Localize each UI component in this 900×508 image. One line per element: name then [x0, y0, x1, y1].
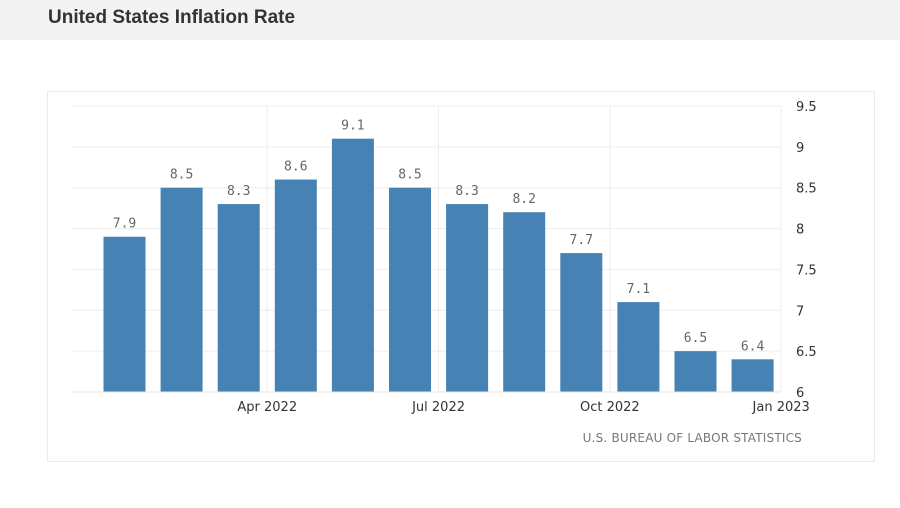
- y-tick-label: 7.5: [796, 263, 817, 278]
- x-tick-label: Apr 2022: [237, 400, 297, 415]
- bar-aug-2022[interactable]: [503, 212, 546, 392]
- bar-may-2022[interactable]: [331, 138, 374, 392]
- data-label: 8.2: [512, 192, 535, 207]
- y-tick-label: 8.5: [796, 182, 817, 197]
- y-tick-label: 9: [796, 141, 804, 156]
- data-label: 8.3: [227, 184, 250, 199]
- bar-feb-2022[interactable]: [160, 187, 203, 392]
- x-tick-label: Jul 2022: [411, 400, 465, 415]
- bar-nov-2022[interactable]: [674, 351, 717, 392]
- data-label: 7.7: [570, 233, 593, 248]
- data-label: 6.4: [741, 339, 765, 354]
- chart-source[interactable]: U.S. BUREAU OF LABOR STATISTICS: [582, 431, 802, 445]
- y-tick-label: 9.5: [796, 100, 817, 115]
- bar-jul-2022[interactable]: [446, 204, 489, 392]
- data-label: 8.5: [398, 168, 421, 183]
- y-tick-label: 6: [796, 386, 804, 401]
- bar-jan-2022[interactable]: [103, 236, 146, 392]
- page-title: United States Inflation Rate: [48, 7, 296, 28]
- data-label: 7.9: [113, 217, 136, 232]
- bar-sep-2022[interactable]: [560, 253, 603, 392]
- data-label: 6.5: [684, 331, 707, 346]
- data-label: 7.1: [627, 282, 650, 297]
- y-tick-label: 8: [796, 223, 804, 238]
- x-tick-label: Oct 2022: [580, 400, 640, 415]
- data-label: 8.6: [284, 160, 307, 175]
- y-tick-label: 6.5: [796, 345, 817, 360]
- bar-dec-2022[interactable]: [731, 359, 774, 392]
- bar-jun-2022[interactable]: [389, 187, 431, 392]
- data-label: 9.1: [341, 119, 364, 134]
- bar-oct-2022[interactable]: [617, 302, 660, 392]
- y-tick-label: 7: [796, 304, 804, 319]
- data-label: 8.3: [455, 184, 478, 199]
- bar-mar-2022[interactable]: [217, 204, 260, 392]
- bar-apr-2022[interactable]: [274, 179, 317, 392]
- data-label: 8.5: [170, 168, 193, 183]
- x-tick-label: Jan 2023: [752, 400, 810, 415]
- page-header: United States Inflation Rate: [0, 0, 900, 40]
